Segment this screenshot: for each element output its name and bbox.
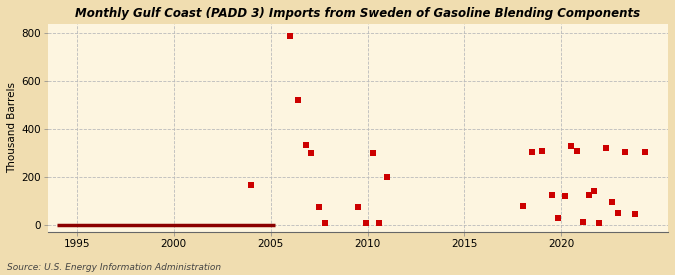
Point [381, 175, 392, 179]
Point [630, 212, 641, 216]
Point [517, 204, 528, 208]
Point [306, 151, 317, 155]
Text: Source: U.S. Energy Information Administration: Source: U.S. Energy Information Administ… [7, 263, 221, 272]
Point [368, 151, 379, 155]
Point [360, 221, 371, 226]
Point [352, 205, 363, 209]
Point [527, 150, 538, 154]
Point [639, 150, 650, 154]
Point [594, 221, 605, 226]
Point [589, 189, 600, 193]
Point [300, 142, 311, 147]
Point [560, 194, 570, 198]
Point [552, 215, 563, 220]
Point [612, 211, 623, 215]
Point [566, 144, 576, 148]
Point [319, 221, 330, 226]
Point [606, 200, 617, 204]
Point [620, 150, 631, 154]
Point [314, 205, 325, 209]
Point [572, 148, 583, 153]
Title: Monthly Gulf Coast (PADD 3) Imports from Sweden of Gasoline Blending Components: Monthly Gulf Coast (PADD 3) Imports from… [76, 7, 641, 20]
Point [583, 192, 594, 197]
Point [292, 98, 303, 103]
Point [577, 220, 588, 224]
Point [546, 192, 557, 197]
Point [246, 183, 256, 188]
Point [601, 146, 612, 150]
Point [285, 34, 296, 38]
Y-axis label: Thousand Barrels: Thousand Barrels [7, 82, 17, 173]
Point [374, 221, 385, 226]
Point [537, 148, 547, 153]
